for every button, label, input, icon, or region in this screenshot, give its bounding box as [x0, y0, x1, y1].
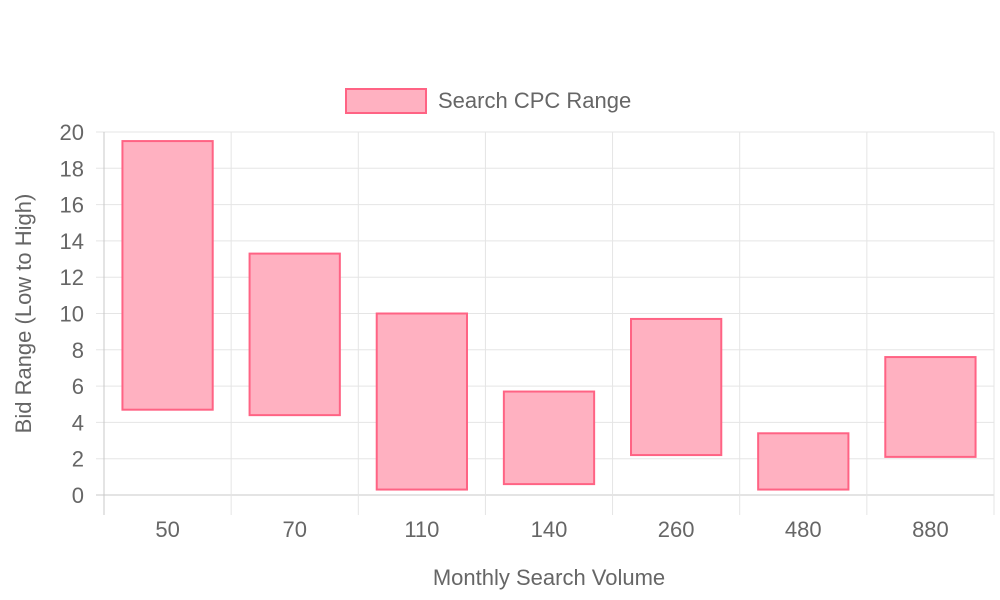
legend[interactable]: Search CPC Range [345, 88, 631, 114]
x-tick-label: 50 [155, 517, 179, 542]
x-tick-label: 480 [785, 517, 822, 542]
range-bar-70[interactable] [248, 252, 341, 417]
axes: 0 2 4 6 8 10 12 14 16 18 20 50 70 110 140 260 480 880 [60, 120, 949, 542]
y-axis-title: Bid Range (Low to High) [11, 194, 36, 434]
x-tick-label: 110 [404, 517, 439, 542]
range-bar-260[interactable] [630, 317, 723, 457]
range-bar-140[interactable] [502, 390, 596, 486]
x-tick-label: 260 [658, 517, 695, 542]
y-tick-label: 18 [60, 156, 84, 181]
grid [96, 131, 995, 515]
range-bar-880[interactable] [884, 356, 977, 458]
y-tick-label: 16 [60, 193, 84, 218]
legend-label[interactable]: Search CPC Range [438, 88, 631, 113]
y-tick-label: 6 [72, 374, 84, 399]
range-bar-50[interactable] [121, 140, 214, 411]
y-tick-label: 20 [60, 120, 84, 145]
y-tick-label: 8 [72, 338, 84, 363]
x-tick-label: 880 [912, 517, 949, 542]
x-tick-label: 70 [282, 517, 306, 542]
legend-swatch[interactable] [345, 88, 427, 114]
x-axis-title: Monthly Search Volume [433, 565, 665, 590]
y-tick-label: 14 [60, 229, 84, 254]
y-tick-label: 4 [72, 410, 84, 435]
range-bar-110[interactable] [375, 312, 468, 491]
y-tick-label: 0 [72, 483, 84, 508]
y-tick-label: 2 [72, 447, 84, 472]
y-tick-label: 12 [60, 265, 84, 290]
range-bar-480[interactable] [757, 432, 850, 491]
bars [121, 140, 977, 491]
x-tick-label: 140 [531, 517, 568, 542]
y-tick-label: 10 [60, 302, 84, 327]
